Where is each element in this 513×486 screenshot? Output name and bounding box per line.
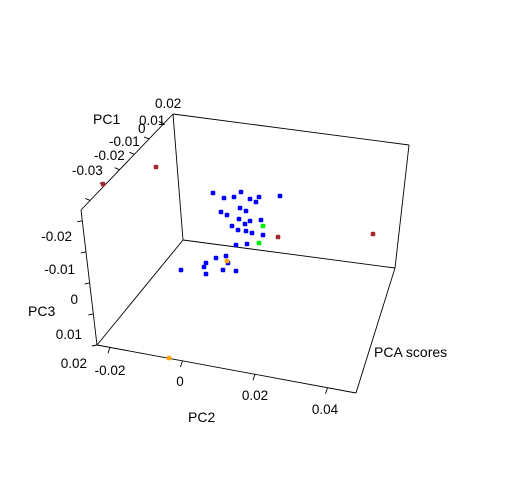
axis-tick <box>85 283 90 284</box>
data-point-blue <box>243 222 248 227</box>
pc2-tick-label: -0.02 <box>95 363 126 378</box>
data-point-orange <box>167 356 172 361</box>
pc1-tick-label: 0.02 <box>155 96 181 111</box>
data-point-blue <box>259 218 264 223</box>
box-edge <box>173 114 183 240</box>
data-point-blue <box>248 197 253 202</box>
axis-tick <box>253 374 255 380</box>
axis-titles: PC1 PC3 PC2 PCA scores <box>28 111 447 425</box>
axis-tick <box>129 152 134 154</box>
axis-tick <box>92 345 97 346</box>
data-point-blue <box>202 265 207 270</box>
data-point-brown <box>276 235 281 240</box>
data-point-blue <box>239 190 244 195</box>
data-point-blue <box>250 231 255 236</box>
pc2-axis-title: PC2 <box>188 409 215 425</box>
data-point-blue <box>244 209 249 214</box>
data-point-blue <box>245 242 250 247</box>
data-point-blue <box>221 268 226 273</box>
box-edge <box>183 240 395 268</box>
box-edge <box>81 210 97 345</box>
pc2-tick-label: 0 <box>176 374 184 389</box>
data-point-blue <box>234 243 239 248</box>
data-points <box>101 165 376 361</box>
data-point-blue <box>234 269 239 274</box>
tick-labels: 0.02 0.01 0 -0.01 -0.02 -0.03 -0.02 -0.0… <box>41 96 338 417</box>
data-point-blue <box>230 224 235 229</box>
axis-tick <box>88 314 93 315</box>
axis-tick <box>115 168 120 170</box>
pc3-axis-title: PC3 <box>28 303 55 319</box>
pc3-tick-label: 0 <box>70 292 78 307</box>
pc1-axis-title: PC1 <box>93 111 120 127</box>
data-point-blue <box>244 229 249 234</box>
data-point-blue <box>224 254 229 259</box>
box-edge <box>356 268 395 393</box>
chart-title: PCA scores <box>374 344 447 360</box>
data-point-blue <box>232 195 237 200</box>
axis-tick <box>85 198 90 200</box>
pc2-tick-label: 0.04 <box>312 402 339 417</box>
data-point-green <box>261 224 266 229</box>
axis-tick <box>326 388 328 394</box>
axis-tick <box>77 221 82 222</box>
axis-tick <box>108 347 110 353</box>
pc1-tick-label: -0.03 <box>72 163 103 178</box>
data-point-brown <box>371 232 376 237</box>
box-edge <box>97 345 356 393</box>
data-point-green <box>257 241 262 246</box>
pc1-tick-label: -0.02 <box>94 148 125 163</box>
box-edge <box>97 240 183 345</box>
axis-tick <box>180 361 182 367</box>
data-point-blue <box>238 206 243 211</box>
data-point-brown <box>101 182 106 187</box>
pc3-tick-label: -0.01 <box>44 262 75 277</box>
axis-tick <box>81 252 86 253</box>
data-point-orange <box>225 259 230 264</box>
data-point-blue <box>254 200 259 205</box>
pc3-tick-label: 0.02 <box>61 356 87 371</box>
pc3-tick-label: 0.01 <box>56 327 82 342</box>
data-point-brown <box>154 165 159 170</box>
axis-tick <box>144 137 149 139</box>
data-point-blue <box>179 268 184 273</box>
plot-box <box>81 114 409 393</box>
data-point-blue <box>261 233 266 238</box>
data-point-blue <box>204 261 209 266</box>
data-point-blue <box>248 219 253 224</box>
data-point-blue <box>219 210 224 215</box>
data-point-blue <box>257 195 262 200</box>
data-point-blue <box>225 213 230 218</box>
data-point-blue <box>237 217 242 222</box>
box-edge <box>173 114 409 145</box>
data-point-blue <box>211 191 216 196</box>
data-point-blue <box>214 256 219 261</box>
data-point-blue <box>278 194 283 199</box>
data-point-blue <box>236 228 241 233</box>
data-point-blue <box>204 272 209 277</box>
pc2-tick-label: 0.02 <box>242 388 268 403</box>
pc3-tick-label: -0.02 <box>41 229 72 244</box>
pc1-tick-label: -0.01 <box>109 134 140 149</box>
box-edge <box>395 145 409 268</box>
data-point-blue <box>222 196 227 201</box>
